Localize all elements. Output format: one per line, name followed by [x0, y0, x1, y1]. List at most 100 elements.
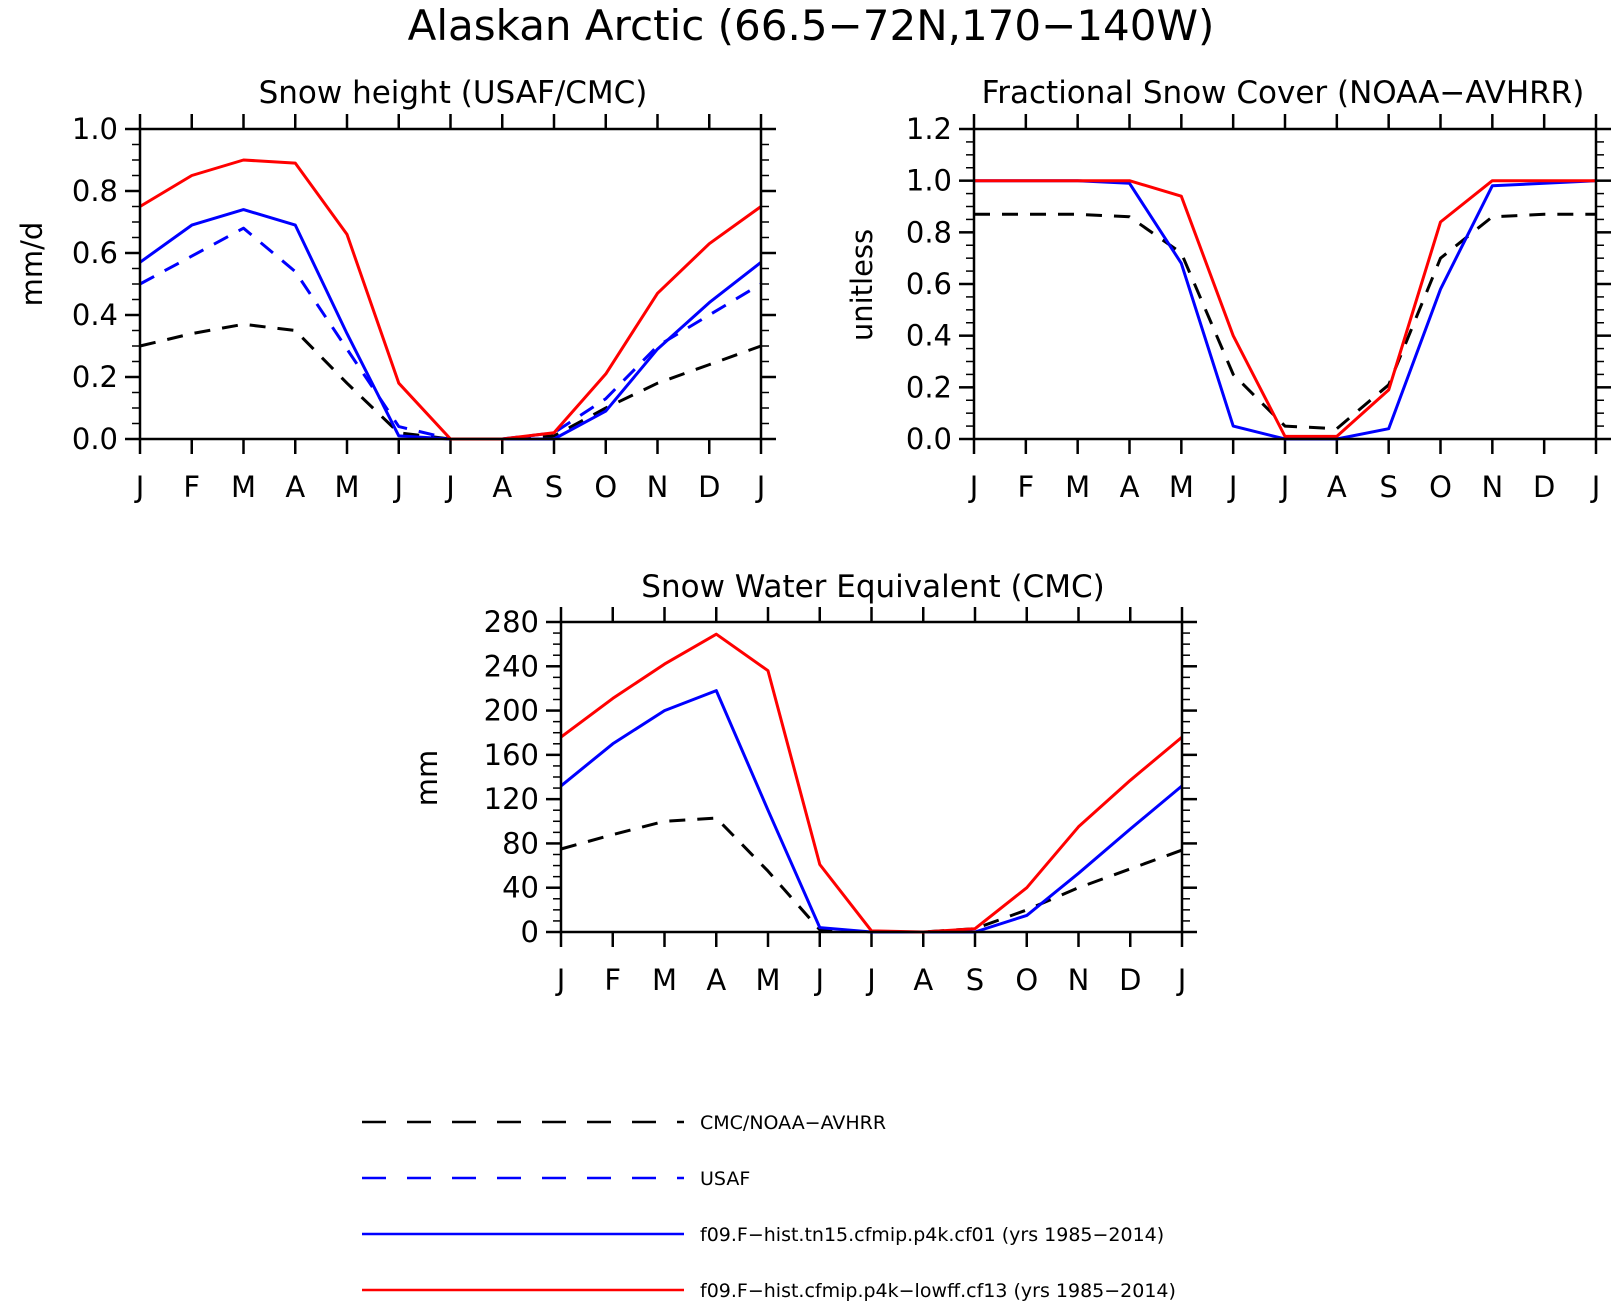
x-tick-label: J [555, 963, 566, 997]
x-tick-label: J [865, 963, 876, 997]
x-tick-label: O [1429, 470, 1452, 504]
plot-frame-snow-water-equivalent [559, 620, 1184, 934]
x-tick-label: A [913, 963, 933, 997]
panel-title-snow-height: Snow height (USAF/CMC) [259, 75, 648, 111]
x-tick-label: J [444, 470, 455, 504]
x-tick-label: D [1119, 963, 1141, 997]
legend: CMC/NOAA−AVHRR USAF f09.F−hist.tn15.cfmi… [362, 1112, 1176, 1302]
x-tick-label: J [1176, 963, 1187, 997]
y-tick-label: 0.4 [72, 298, 118, 332]
series-lines-snow-water-equivalent [560, 632, 1183, 934]
y-axis-label-fractional-snow-cover: unitless [845, 229, 879, 341]
y-tick-label: 280 [484, 605, 539, 639]
series-lines-snow-height [139, 158, 762, 441]
series-line-cf01 [974, 179, 1597, 441]
figure-title: Alaskan Arctic (66.5−72N,170−140W) [408, 1, 1215, 50]
y-tick-label: 1.0 [72, 112, 118, 146]
legend-label-usaf: USAF [700, 1168, 750, 1190]
y-tick-label: 0.6 [906, 267, 952, 301]
x-tick-label: J [755, 470, 766, 504]
x-tick-label: J [1227, 470, 1238, 504]
x-tick-label: J [1279, 470, 1290, 504]
series-lines-fractional-snow-cover [974, 179, 1597, 441]
x-tick-label: S [545, 470, 563, 504]
x-tick-label: M [755, 963, 780, 997]
x-tick-label: J [813, 963, 824, 997]
y-tick-label: 0.6 [72, 236, 118, 270]
legend-item-cf01: f09.F−hist.tn15.cfmip.p4k.cf01 (yrs 1985… [362, 1224, 1164, 1246]
series-line-obs [139, 322, 762, 441]
x-tick-label: F [604, 963, 621, 997]
x-tick-label: M [1169, 470, 1194, 504]
x-tick-label: N [1481, 470, 1503, 504]
x-tick-label: J [1590, 470, 1601, 504]
series-line-cf13 [139, 158, 762, 441]
x-tick-label: M [334, 470, 359, 504]
y-tick-label: 1.0 [906, 164, 952, 198]
y-tick-label: 200 [484, 694, 539, 728]
x-tick-label: N [1068, 963, 1090, 997]
x-tick-label: S [1379, 470, 1397, 504]
y-tick-label: 0.0 [72, 422, 118, 456]
x-tick-label: J [968, 470, 979, 504]
x-tick-label: F [183, 470, 200, 504]
tick-marks-fractional-snow-cover [959, 114, 1611, 454]
x-tick-label: A [492, 470, 512, 504]
panel-fractional-snow-cover: Fractional Snow Cover (NOAA−AVHRR) unitl… [845, 75, 1611, 504]
legend-label-cf01: f09.F−hist.tn15.cfmip.p4k.cf01 (yrs 1985… [700, 1224, 1164, 1246]
series-line-cf13 [974, 179, 1596, 438]
x-tick-label: N [647, 470, 669, 504]
x-tick-label: O [594, 470, 617, 504]
y-tick-label: 0.8 [72, 174, 118, 208]
x-tick-label: J [134, 470, 145, 504]
panel-title-snow-water-equivalent: Snow Water Equivalent (CMC) [641, 569, 1104, 605]
x-tick-label: A [285, 470, 305, 504]
y-axis-label-snow-height: mm/d [15, 222, 49, 307]
y-tick-label: 0.2 [72, 360, 118, 394]
x-tick-label: A [706, 963, 726, 997]
x-tick-label: S [966, 963, 984, 997]
tick-labels-snow-height: J F M A M J J A S O N D J0.00.20.40.60.81.0 [72, 112, 765, 504]
y-tick-label: 40 [502, 871, 539, 905]
y-tick-label: 120 [484, 782, 539, 816]
y-axis-label-snow-water-equivalent: mm [410, 750, 444, 807]
plot-frame-snow-height [138, 127, 763, 441]
y-tick-label: 0.2 [906, 370, 952, 404]
plot-frame-fractional-snow-cover [972, 127, 1598, 441]
x-tick-label: M [652, 963, 677, 997]
tick-marks-snow-water-equivalent [546, 607, 1197, 947]
y-tick-label: 0.4 [906, 319, 952, 353]
x-tick-label: F [1017, 470, 1034, 504]
series-line-usaf [139, 226, 762, 441]
legend-item-cf13: f09.F−hist.cfmip.p4k−lowff.cf13 (yrs 198… [362, 1280, 1176, 1302]
y-tick-label: 80 [502, 826, 539, 860]
tick-labels-fractional-snow-cover: J F M A M J J A S O N D J0.00.20.40.60.81.01.2 [906, 112, 1600, 504]
panel-title-fractional-snow-cover: Fractional Snow Cover (NOAA−AVHRR) [982, 75, 1585, 111]
x-tick-label: M [231, 470, 256, 504]
series-line-cf13 [560, 632, 1183, 934]
x-tick-label: A [1120, 470, 1140, 504]
x-tick-label: O [1015, 963, 1038, 997]
x-tick-label: A [1327, 470, 1347, 504]
series-line-cf01 [560, 689, 1183, 934]
series-line-cf01 [139, 208, 762, 441]
legend-item-usaf: USAF [362, 1168, 750, 1190]
y-tick-label: 160 [484, 738, 539, 772]
series-line-obs [974, 212, 1596, 431]
y-tick-label: 0 [521, 915, 539, 949]
y-tick-label: 0.0 [906, 422, 952, 456]
x-tick-label: M [1065, 470, 1090, 504]
legend-label-cf13: f09.F−hist.cfmip.p4k−lowff.cf13 (yrs 198… [700, 1280, 1176, 1302]
y-tick-label: 240 [484, 649, 539, 683]
tick-marks-snow-height [125, 114, 776, 454]
series-line-obs [560, 816, 1183, 934]
x-tick-label: D [698, 470, 720, 504]
y-tick-label: 0.8 [906, 215, 952, 249]
x-tick-label: J [392, 470, 403, 504]
legend-label-obs: CMC/NOAA−AVHRR [700, 1112, 886, 1134]
legend-item-obs: CMC/NOAA−AVHRR [362, 1112, 886, 1134]
